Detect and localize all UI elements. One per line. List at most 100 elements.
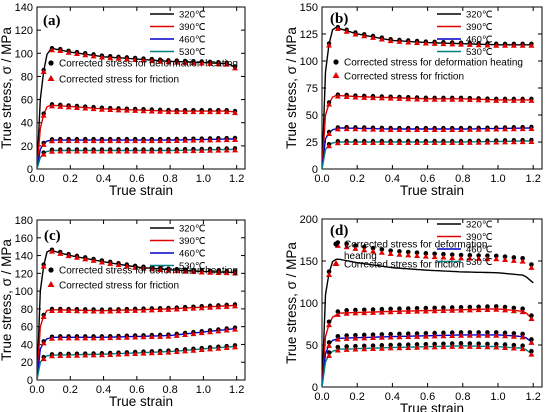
- friction-marker: [215, 304, 222, 310]
- heating-marker: [414, 250, 420, 255]
- friction-marker: [140, 350, 147, 356]
- friction-marker: [73, 51, 80, 57]
- heating-marker: [441, 251, 446, 257]
- plot-area: [37, 247, 239, 380]
- friction-marker: [458, 96, 465, 102]
- legend-heating-dot: [48, 267, 54, 273]
- friction-marker: [440, 127, 447, 133]
- friction-marker: [422, 344, 429, 350]
- friction-marker: [510, 139, 517, 145]
- series-line-320℃: [322, 258, 534, 387]
- friction-marker: [48, 138, 55, 144]
- friction-marker: [475, 332, 482, 338]
- y-tick-label: 100: [300, 298, 318, 310]
- y-tick-label: 140: [15, 251, 33, 263]
- heating-marker: [423, 330, 429, 336]
- friction-marker: [232, 303, 239, 309]
- heating-marker: [449, 305, 455, 310]
- heating-marker: [335, 333, 341, 339]
- friction-marker: [405, 140, 412, 145]
- friction-marker: [82, 335, 89, 341]
- heating-marker: [397, 249, 402, 254]
- friction-marker: [493, 42, 500, 48]
- friction-marker: [173, 148, 180, 154]
- friction-marker: [132, 264, 139, 270]
- friction-marker: [82, 52, 89, 58]
- friction-marker: [215, 147, 222, 153]
- friction-marker: [48, 248, 55, 254]
- heating-marker: [529, 313, 534, 318]
- legend-label: 320℃: [466, 220, 493, 231]
- friction-marker: [405, 252, 412, 258]
- friction-marker: [528, 264, 535, 270]
- friction-marker: [98, 54, 105, 60]
- friction-marker: [157, 58, 164, 64]
- friction-marker: [528, 138, 535, 144]
- friction-marker: [378, 36, 385, 42]
- friction-marker: [484, 306, 491, 312]
- friction-marker: [466, 97, 473, 103]
- friction-marker: [414, 333, 421, 339]
- heating-marker: [529, 262, 534, 267]
- panel-a: 0.0 0.2 0.4 0.6 0.8 1.0 1.2 0 20 40 60 80 100 120 140 T…: [0, 2, 246, 198]
- heating-marker: [405, 306, 411, 311]
- friction-marker: [123, 263, 130, 269]
- friction-marker: [466, 343, 473, 349]
- heating-marker: [344, 241, 349, 247]
- friction-marker: [215, 137, 222, 143]
- friction-marker: [334, 93, 341, 99]
- heating-marker: [458, 341, 464, 346]
- friction-marker: [334, 336, 341, 342]
- x-tick-label: 0.4: [385, 391, 400, 403]
- friction-marker: [182, 268, 189, 274]
- friction-marker: [40, 69, 47, 75]
- friction-marker: [405, 96, 412, 102]
- y-tick-label: 80: [21, 304, 33, 316]
- friction-marker: [98, 138, 105, 144]
- friction-marker: [484, 139, 491, 145]
- friction-marker: [82, 105, 89, 111]
- friction-marker: [528, 315, 535, 321]
- x-axis-label: True strain: [109, 183, 173, 198]
- heating-marker: [432, 341, 437, 347]
- friction-marker: [182, 306, 189, 312]
- heating-marker: [370, 245, 376, 251]
- friction-marker: [370, 345, 377, 351]
- heating-marker: [326, 269, 332, 274]
- friction-marker: [361, 126, 368, 132]
- legend-heating-dot: [333, 59, 339, 65]
- heating-marker: [441, 305, 446, 310]
- friction-marker: [207, 329, 214, 335]
- friction-marker: [405, 39, 412, 45]
- friction-marker: [387, 345, 394, 351]
- x-tick-label: 1.0: [196, 173, 211, 185]
- y-tick-label: 160: [15, 233, 33, 245]
- heating-marker: [485, 341, 490, 347]
- x-tick-label: 1.0: [490, 173, 505, 185]
- plot-area: [322, 24, 535, 169]
- friction-marker: [73, 138, 80, 144]
- friction-marker: [123, 56, 130, 62]
- friction-marker: [422, 333, 429, 339]
- friction-marker: [190, 347, 197, 353]
- friction-marker: [173, 137, 180, 143]
- heating-marker: [326, 340, 332, 345]
- heating-marker: [344, 344, 349, 349]
- y-tick-label: 100: [300, 56, 318, 68]
- friction-marker: [378, 345, 385, 351]
- friction-marker: [215, 269, 222, 275]
- y-tick-label: 75: [306, 83, 318, 95]
- y-tick-label: 60: [21, 95, 33, 107]
- heating-marker: [370, 332, 376, 337]
- friction-marker: [405, 308, 412, 314]
- friction-marker: [343, 28, 350, 34]
- friction-marker: [405, 127, 412, 133]
- friction-marker: [449, 140, 456, 145]
- friction-marker: [414, 344, 421, 350]
- friction-marker: [431, 344, 438, 350]
- friction-marker: [466, 255, 473, 261]
- x-tick-label: 0.4: [96, 384, 111, 396]
- legend-heating-label-cont: heating: [344, 251, 377, 262]
- friction-marker: [475, 97, 482, 103]
- friction-marker: [115, 148, 122, 154]
